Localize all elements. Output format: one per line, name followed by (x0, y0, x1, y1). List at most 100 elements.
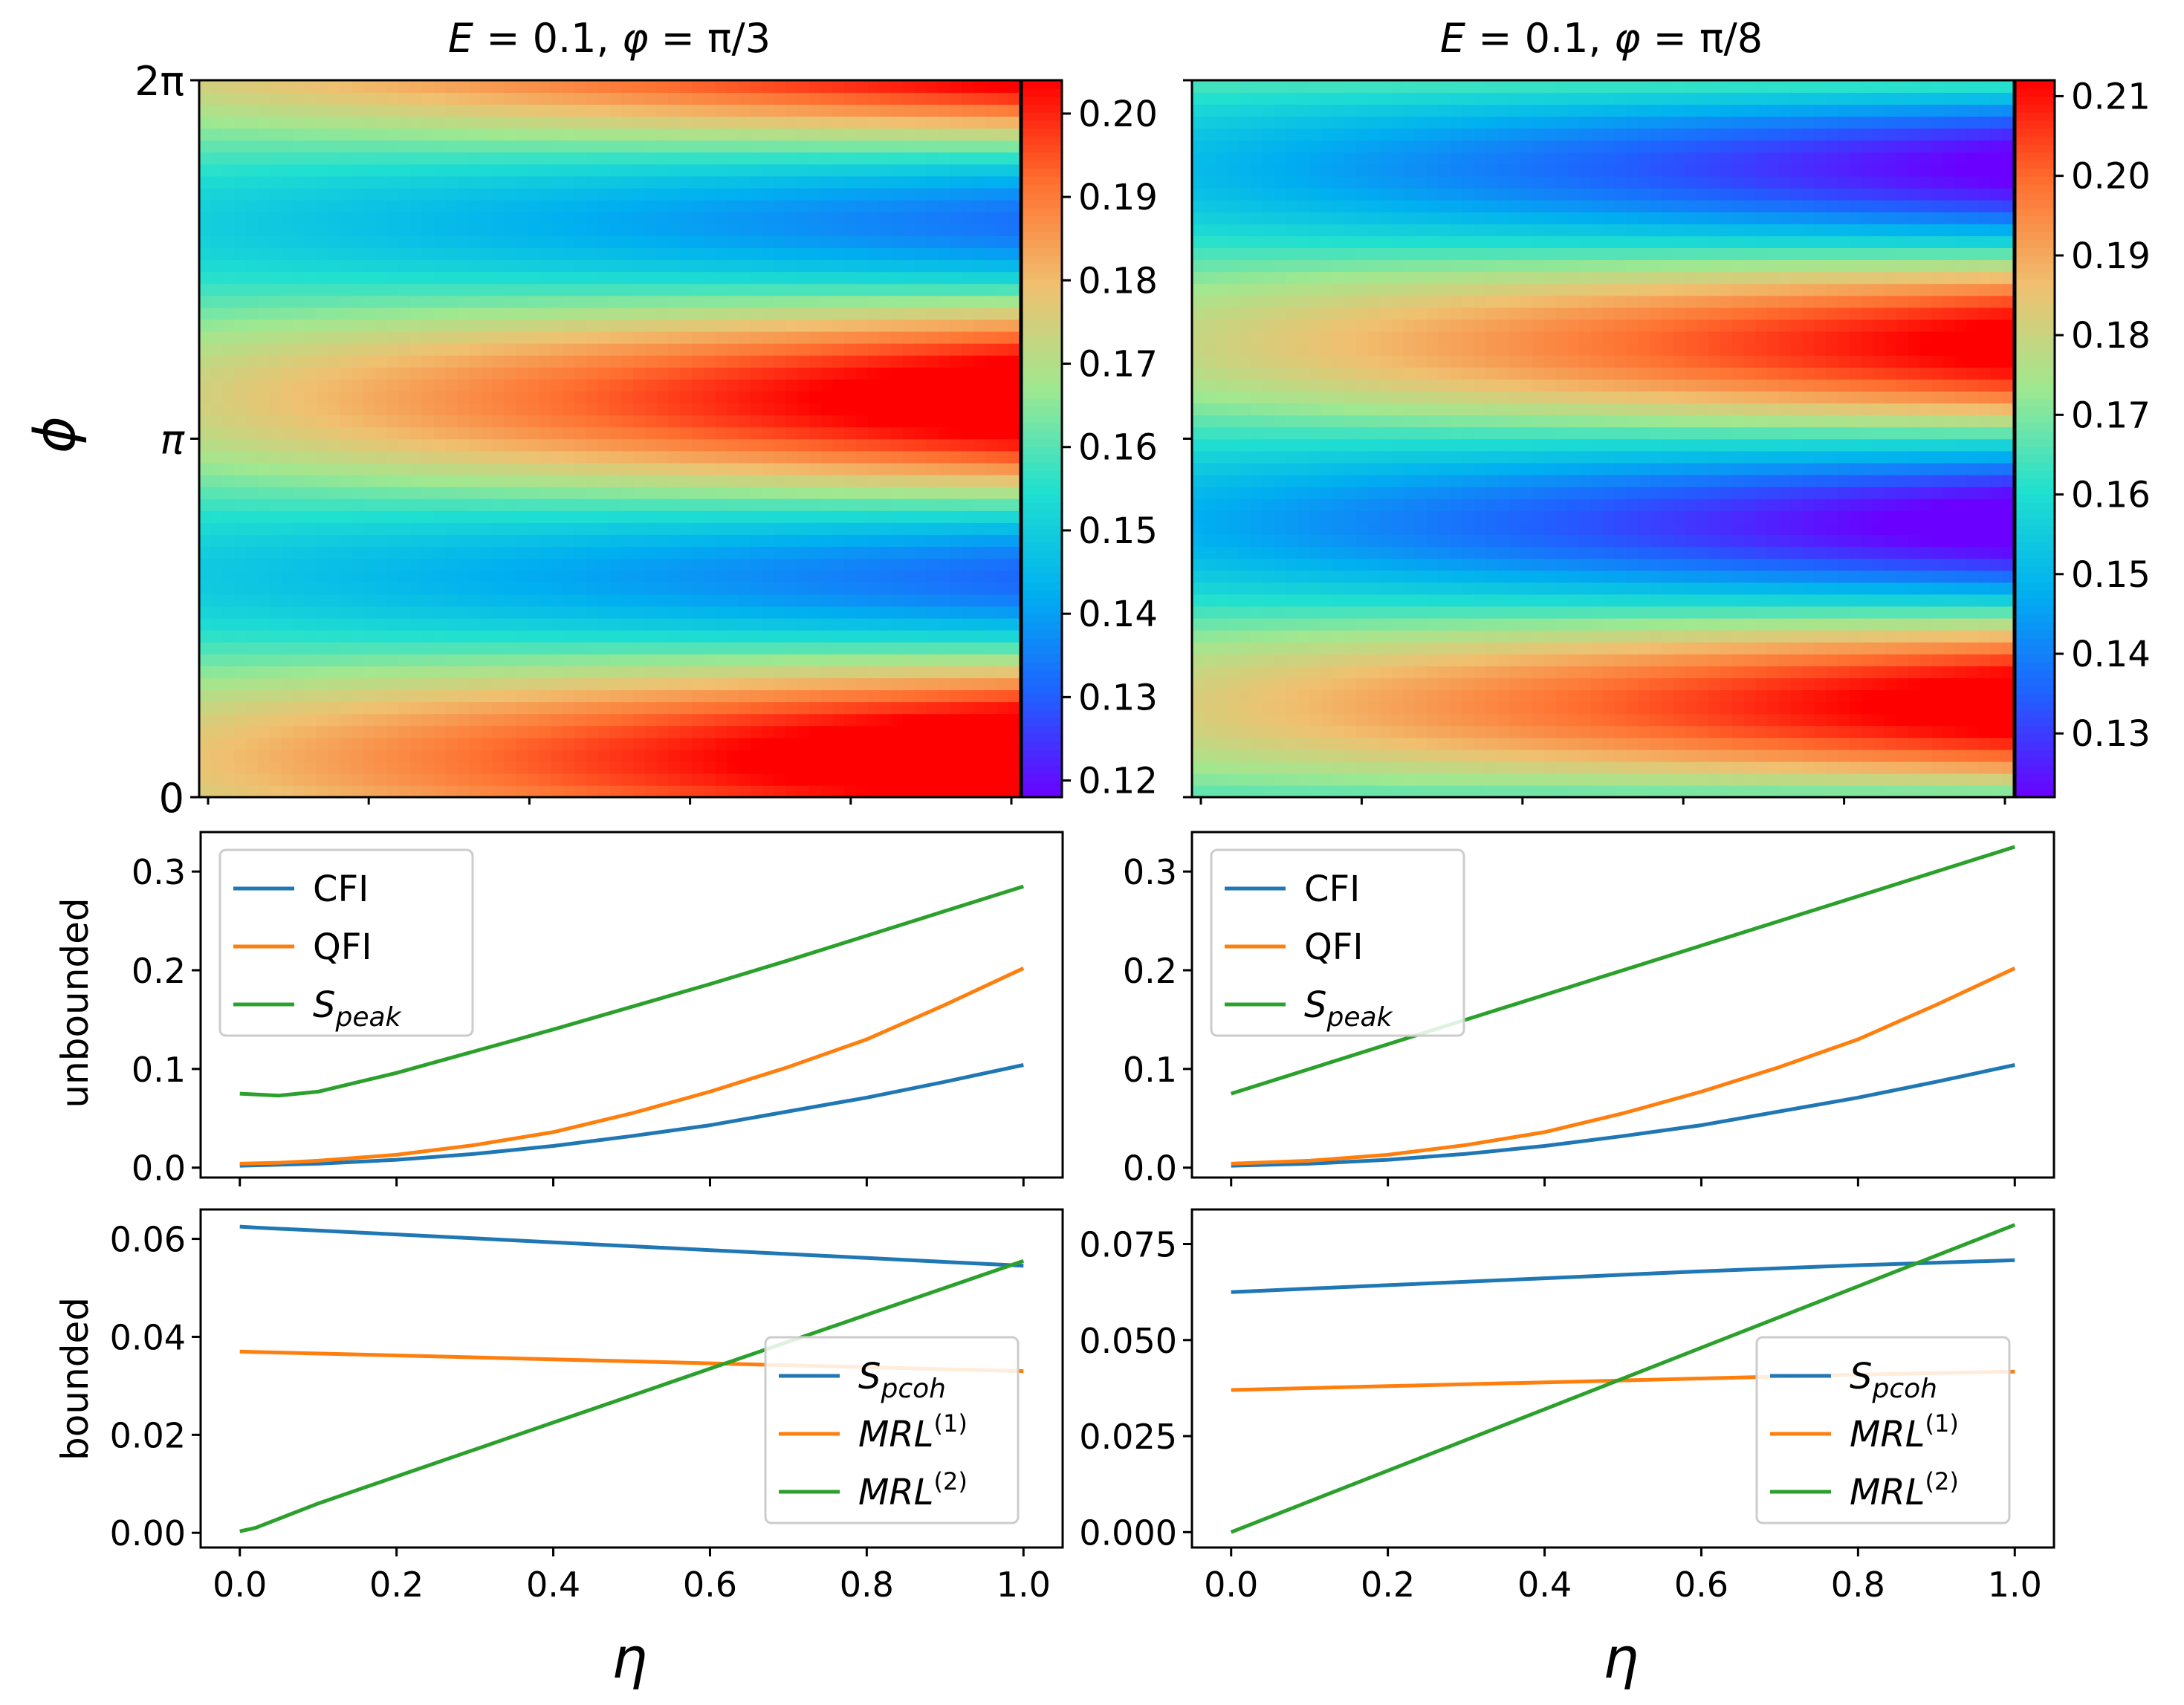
heatmap-cell (199, 510, 212, 523)
heatmap-cell (1215, 415, 1228, 428)
heatmap-cell (1203, 498, 1216, 511)
heatmap-cell (421, 224, 435, 236)
heatmap-cell (257, 629, 270, 643)
heatmap-cell (997, 689, 1010, 703)
heatmap-cell (832, 605, 846, 619)
heatmap-cell (750, 116, 763, 129)
heatmap-cell (1309, 462, 1322, 475)
heatmap-cell (586, 450, 599, 464)
heatmap-cell (914, 737, 927, 750)
heatmap-cell (246, 773, 259, 786)
heatmap-cell (563, 617, 575, 631)
heatmap-cell (222, 558, 236, 571)
heatmap-cell (316, 689, 329, 703)
heatmap-cell (762, 403, 775, 416)
heatmap-cell (574, 570, 587, 583)
heatmap-cell (410, 331, 423, 344)
heatmap-cell (609, 474, 623, 487)
heatmap-cell (1215, 522, 1228, 535)
heatmap-cell (305, 175, 317, 189)
heatmap-cell (621, 546, 634, 559)
heatmap-cell (445, 773, 458, 786)
heatmap-cell (997, 104, 1010, 117)
heatmap-cell (633, 128, 646, 141)
heatmap-cell (210, 247, 224, 261)
heatmap-cell (516, 474, 528, 487)
heatmap-cell (1286, 415, 1298, 428)
heatmap-cell (1008, 713, 1021, 727)
heatmap-cell (281, 283, 294, 296)
heatmap-cell (785, 271, 798, 285)
heatmap-cell (739, 641, 751, 655)
heatmap-cell (597, 594, 611, 607)
heatmap-cell (692, 319, 704, 332)
colorbar-tick-label: 0.14 (1078, 594, 1158, 635)
heatmap-cell (445, 342, 458, 356)
heatmap-cell (997, 426, 1010, 440)
heatmap-cell (891, 737, 904, 750)
heatmap-cell (856, 283, 869, 296)
heatmap-cell (832, 187, 846, 201)
heatmap-cell (1274, 737, 1287, 750)
heatmap-cell (351, 247, 364, 261)
heatmap-cell (316, 175, 329, 189)
heatmap-cell (539, 438, 552, 452)
heatmap-cell (867, 319, 881, 332)
colorbar-segment (1022, 152, 1062, 161)
heatmap-cell (551, 224, 564, 236)
heatmap-cell (551, 403, 564, 416)
heatmap-cell (727, 80, 739, 93)
heatmap-cell (398, 104, 411, 117)
heatmap-cell (809, 415, 822, 428)
heatmap-cell (867, 594, 881, 607)
heatmap-cell (516, 629, 528, 643)
heatmap-cell (856, 558, 869, 571)
heatmap-cell (715, 582, 728, 595)
colorbar-segment (1022, 311, 1062, 320)
heatmap-cell (621, 307, 634, 320)
heatmap-cell (222, 92, 236, 105)
heatmap-cell (363, 761, 376, 774)
heatmap-cell (433, 761, 447, 774)
heatmap-cell (973, 534, 986, 548)
heatmap-cell (692, 438, 704, 452)
heatmap-cell (597, 629, 611, 643)
heatmap-cell (1008, 259, 1021, 273)
heatmap-cell (421, 629, 435, 643)
heatmap-cell (305, 689, 317, 703)
heatmap-cell (586, 617, 599, 631)
heatmap-cell (762, 319, 775, 332)
heatmap-cell (563, 570, 575, 583)
heatmap-cell (668, 163, 681, 177)
heatmap-cell (762, 163, 775, 177)
heatmap-cell (574, 391, 587, 404)
heatmap-cell (340, 140, 353, 153)
heatmap-cell (692, 104, 704, 117)
heatmap-cell (1239, 403, 1251, 416)
heatmap-cell (973, 319, 986, 332)
heatmap-cell (316, 570, 329, 583)
heatmap-cell (820, 92, 834, 105)
heatmap-cell (1297, 594, 1310, 607)
heatmap-cell (445, 450, 458, 464)
heatmap-cell (363, 582, 376, 595)
heatmap-cell (997, 582, 1010, 595)
heatmap-cell (914, 713, 927, 727)
heatmap-cell (469, 474, 482, 487)
heatmap-cell (774, 331, 787, 344)
heatmap-cell (727, 617, 739, 631)
heatmap-cell (962, 80, 974, 93)
heatmap-cell (504, 546, 517, 559)
heatmap-cell (574, 331, 587, 344)
heatmap-cell (903, 725, 916, 738)
heatmap-cell (856, 354, 869, 368)
heatmap-cell (1274, 462, 1287, 475)
heatmap-cell (715, 307, 728, 320)
heatmap-cell (421, 582, 435, 595)
heatmap-cell (210, 224, 224, 236)
heatmap-cell (797, 546, 810, 559)
heatmap-cell (938, 259, 951, 273)
heatmap-cell (316, 379, 329, 392)
heatmap-cell (597, 498, 611, 511)
heatmap-cell (293, 486, 305, 499)
